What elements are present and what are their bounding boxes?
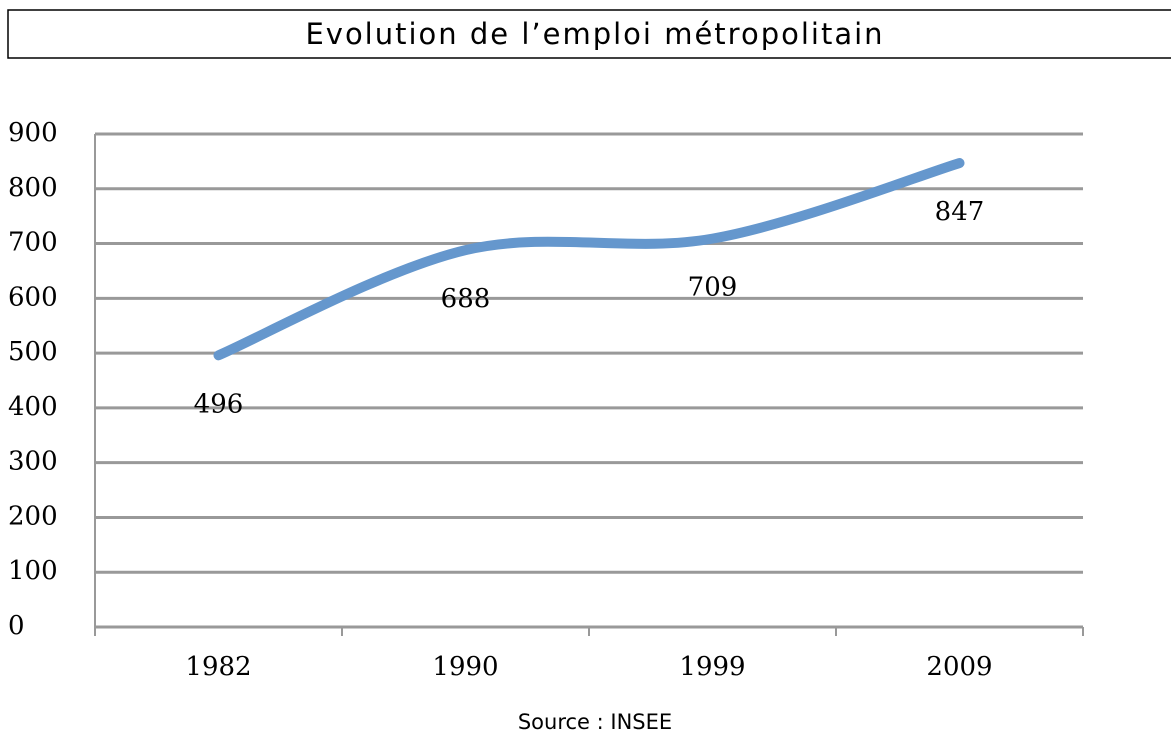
title-box bbox=[7, 9, 1171, 59]
y-tick-label: 500 bbox=[8, 337, 58, 367]
data-label: 847 bbox=[935, 197, 985, 227]
x-tick-label: 2009 bbox=[926, 652, 992, 682]
x-tick-label: 1990 bbox=[432, 652, 498, 682]
y-tick-label: 0 bbox=[8, 611, 25, 641]
line bbox=[213, 158, 965, 361]
x-tick-label: 1982 bbox=[185, 652, 251, 682]
chart-title: Evolution de l’emploi métropolitain bbox=[305, 17, 884, 51]
y-tick-label: 400 bbox=[8, 392, 58, 422]
source: Source : INSEE bbox=[518, 710, 672, 734]
y-tick-label: 700 bbox=[8, 228, 58, 258]
y-tick-label: 200 bbox=[8, 501, 58, 531]
y-tick-label: 100 bbox=[8, 556, 58, 586]
y-tick-label: 800 bbox=[8, 173, 58, 203]
data-label: 688 bbox=[441, 284, 491, 314]
y-tick-label: 300 bbox=[8, 447, 58, 477]
data-label: 496 bbox=[194, 389, 244, 419]
x-tick-label: 1999 bbox=[679, 652, 745, 682]
y-tick-label: 900 bbox=[8, 118, 58, 148]
y-tick-label: 600 bbox=[8, 282, 58, 312]
data-label: 709 bbox=[688, 273, 738, 303]
